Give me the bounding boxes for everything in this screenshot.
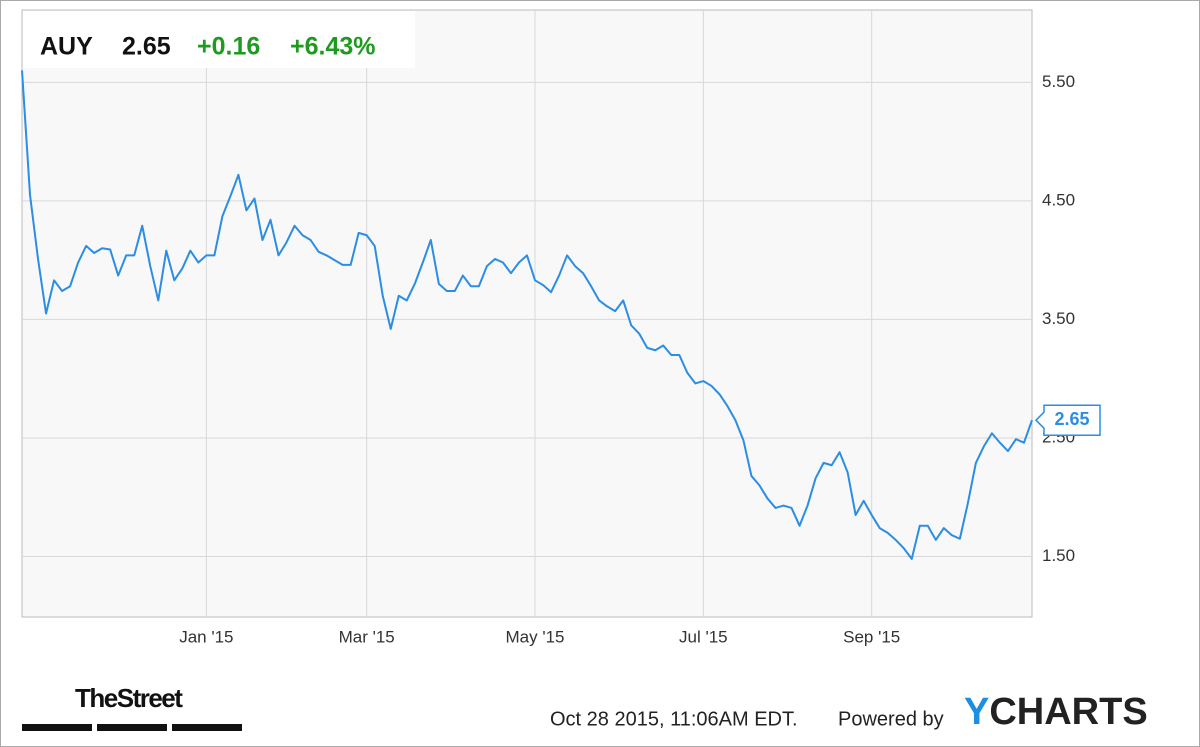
ticker: AUY — [40, 33, 93, 61]
timestamp: Oct 28 2015, 11:06AM EDT. — [550, 708, 798, 730]
powered-by: Powered by — [838, 708, 944, 730]
x-tick-label: Sep '15 — [843, 627, 900, 646]
y-tick-label: 3.50 — [1042, 309, 1075, 328]
header-box — [23, 11, 415, 68]
y-tick-label: 1.50 — [1042, 546, 1075, 565]
last-value-label: 2.65 — [1054, 409, 1089, 429]
brand-initial: Y — [964, 691, 989, 733]
change-pct: +6.43% — [290, 33, 376, 61]
logo-bar — [22, 724, 92, 731]
brand-rest: CHARTS — [989, 691, 1147, 733]
x-tick-label: Mar '15 — [339, 627, 395, 646]
x-tick-label: Jul '15 — [679, 627, 728, 646]
grid — [22, 10, 1032, 617]
price-line — [21, 70, 1033, 560]
logo-bar — [172, 724, 242, 731]
logo-bar — [97, 724, 167, 731]
x-tick-label: May '15 — [506, 627, 565, 646]
y-tick-label: 5.50 — [1042, 72, 1075, 91]
brand: YCHARTS — [964, 691, 1148, 733]
plot-area — [21, 9, 1033, 618]
x-tick-label: Jan '15 — [179, 627, 233, 646]
change: +0.16 — [197, 33, 260, 61]
callout-box — [1034, 404, 1101, 436]
price: 2.65 — [122, 33, 171, 61]
source-logo: TheStreet — [75, 683, 183, 713]
y-tick-label: 4.50 — [1042, 190, 1075, 209]
marks — [21, 70, 1033, 560]
